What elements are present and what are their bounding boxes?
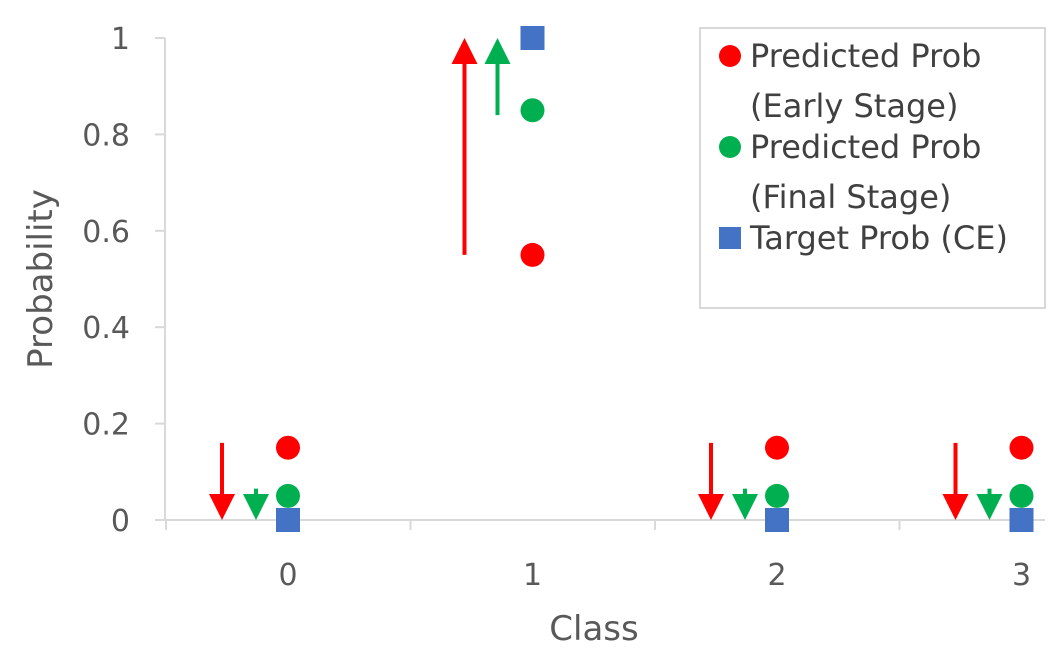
arrow-down — [942, 442, 969, 520]
arrow-down — [243, 488, 269, 520]
early-stage-marker — [765, 435, 789, 460]
legend-items: Predicted Prob(Early Stage)Predicted Pro… — [719, 37, 1008, 257]
arrow-down — [976, 488, 1003, 520]
arrow-head — [484, 38, 511, 64]
early-stage-marker — [276, 435, 300, 460]
legend-label: Predicted Prob — [750, 37, 981, 75]
y-tick-label: 0 — [111, 504, 130, 539]
arrow-down — [209, 442, 235, 520]
y-tick-label: 0.8 — [82, 118, 130, 153]
arrow-down — [732, 488, 758, 520]
arrow-up — [451, 38, 478, 255]
arrow-head — [243, 494, 269, 520]
y-tick-labels: 0 0.2 0.4 0.6 0.8 1 — [82, 22, 165, 539]
legend-label: Predicted Prob — [750, 128, 981, 166]
y-tick-label: 0.4 — [82, 311, 130, 346]
legend-label: Target Prob (CE) — [749, 219, 1008, 257]
arrow-head — [976, 494, 1003, 520]
final-stage-marker — [765, 483, 789, 508]
legend-label: (Final Stage) — [750, 178, 951, 216]
arrow-head — [451, 38, 478, 64]
legend-marker-square — [719, 227, 741, 249]
x-tick-label: 0 — [278, 558, 297, 593]
x-axis-title: Class — [549, 609, 638, 649]
early-stage-marker — [520, 242, 545, 267]
legend-box — [699, 27, 1046, 309]
legend-marker-circle — [719, 136, 741, 158]
y-tick-label: 0.6 — [82, 215, 130, 250]
target-prob-marker — [765, 508, 789, 532]
early-stage-marker — [1009, 435, 1034, 460]
arrow-annotations — [209, 38, 1003, 520]
target-prob-marker — [520, 26, 545, 50]
x-tick-label: 1 — [523, 558, 542, 593]
x-tick-label: 3 — [1012, 558, 1031, 593]
y-tick-label: 1 — [111, 22, 130, 57]
legend-marker-circle — [719, 45, 741, 67]
arrow-up — [484, 38, 511, 116]
arrow-head — [209, 494, 235, 520]
y-axis-title: Probability — [21, 189, 61, 369]
arrow-head — [732, 494, 758, 520]
final-stage-marker — [276, 483, 300, 508]
final-stage-marker — [1009, 483, 1034, 508]
x-tick-labels: 0 1 2 3 — [165, 520, 1031, 593]
target-prob-marker — [276, 508, 300, 532]
arrow-head — [698, 494, 724, 520]
final-stage-marker — [520, 98, 545, 123]
x-tick-label: 2 — [767, 558, 786, 593]
legend-label: (Early Stage) — [750, 87, 958, 125]
legend: Predicted Prob(Early Stage)Predicted Pro… — [699, 27, 1046, 309]
y-tick-label: 0.2 — [82, 408, 130, 443]
target-prob-marker — [1009, 508, 1034, 532]
arrow-down — [698, 442, 724, 520]
arrow-head — [942, 494, 969, 520]
data-markers — [276, 26, 1034, 532]
